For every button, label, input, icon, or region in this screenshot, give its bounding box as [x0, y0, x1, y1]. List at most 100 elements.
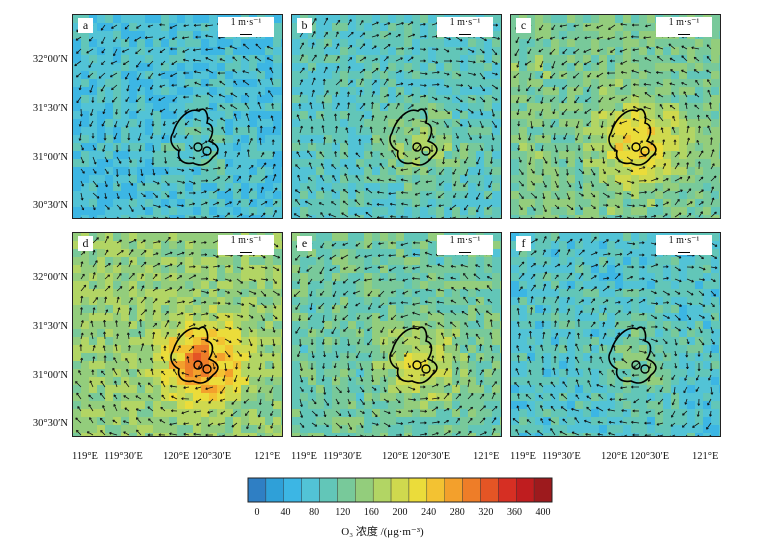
o3-cell [687, 191, 695, 199]
wind-arrowhead [118, 273, 122, 276]
o3-cell [484, 103, 492, 111]
o3-cell [265, 281, 273, 289]
wind-arrowhead [388, 192, 391, 196]
wind-vector [104, 180, 108, 188]
wind-arrowhead [150, 87, 153, 90]
o3-cell [476, 87, 484, 95]
wind-vector [706, 114, 712, 122]
wind-vector [236, 278, 243, 284]
o3-cell [273, 207, 281, 215]
o3-cell [81, 409, 89, 417]
o3-cell [81, 79, 89, 87]
o3-cell [73, 23, 81, 31]
wind-vector [431, 60, 438, 64]
o3-cell [436, 95, 444, 103]
wind-arrowhead [410, 128, 414, 131]
wind-arrowhead [476, 209, 479, 213]
o3-cell [273, 417, 281, 425]
wind-vector [224, 265, 231, 268]
o3-cell [145, 329, 153, 337]
o3-cell [567, 55, 575, 63]
o3-cell [292, 167, 300, 175]
wind-arrowhead [448, 37, 451, 41]
o3-cell [647, 23, 655, 31]
wind-arrowhead [530, 148, 534, 152]
o3-cell [129, 167, 137, 175]
o3-cell [105, 175, 113, 183]
o3-cell [177, 297, 185, 305]
o3-cell [129, 135, 137, 143]
o3-cell [105, 15, 113, 23]
o3-cell [201, 135, 209, 143]
o3-cell [543, 151, 551, 159]
wind-arrowhead [203, 324, 207, 328]
o3-cell [551, 31, 559, 39]
wind-vector [200, 190, 207, 194]
wind-arrowhead [365, 211, 369, 215]
o3-cell [316, 159, 324, 167]
o3-cell [105, 345, 113, 353]
o3-cell [484, 167, 492, 175]
wind-arrowhead [249, 343, 253, 347]
o3-cell [492, 23, 500, 31]
wind-vector [601, 120, 604, 128]
o3-cell [388, 23, 396, 31]
o3-cell [177, 31, 185, 39]
wind-vector [417, 216, 421, 218]
o3-cell [257, 305, 265, 313]
o3-cell [615, 191, 623, 199]
wind-vector [467, 60, 476, 63]
o3-cell [428, 79, 436, 87]
o3-cell [396, 103, 404, 111]
wind-arrowhead [90, 113, 93, 116]
wind-vector [92, 168, 97, 174]
wind-vector [248, 174, 252, 182]
wind-vector [632, 94, 640, 98]
o3-cell [484, 63, 492, 71]
o3-cell [404, 31, 412, 39]
o3-cell [209, 313, 217, 321]
wind-vector [530, 144, 533, 152]
o3-cell [97, 199, 105, 207]
o3-cell [551, 63, 559, 71]
wind-arrowhead [370, 101, 374, 105]
o3-cell [551, 79, 559, 87]
o3-cell [89, 345, 97, 353]
o3-cell [177, 401, 185, 409]
o3-cell [535, 111, 543, 119]
o3-cell [153, 119, 161, 127]
o3-cell [177, 175, 185, 183]
o3-cell [356, 79, 364, 87]
o3-cell [332, 39, 340, 47]
o3-cell [265, 273, 273, 281]
o3-cell [281, 289, 282, 297]
o3-cell [452, 119, 460, 127]
o3-cell [193, 241, 201, 249]
o3-cell [500, 119, 501, 127]
wind-vector [323, 66, 328, 74]
o3-cell [671, 63, 679, 71]
wind-arrowhead [447, 111, 451, 115]
o3-cell [364, 127, 372, 135]
wind-arrowhead [480, 112, 484, 116]
o3-cell [81, 417, 89, 425]
o3-cell [444, 175, 452, 183]
o3-cell [599, 23, 607, 31]
o3-cell [671, 47, 679, 55]
o3-cell [599, 159, 607, 167]
wind-arrowhead [449, 207, 453, 211]
wind-arrowhead [538, 49, 542, 53]
wind-vector [407, 118, 415, 122]
o3-cell [623, 111, 631, 119]
wind-vector [549, 48, 556, 55]
o3-cell [145, 241, 153, 249]
wind-arrowhead [335, 91, 339, 95]
o3-cell [388, 167, 396, 175]
wind-vector [401, 203, 409, 206]
o3-cell [177, 337, 185, 345]
o3-cell [324, 135, 332, 143]
o3-cell [460, 215, 468, 218]
o3-cell [324, 199, 332, 207]
wind-vector [242, 80, 250, 86]
wind-arrowhead [184, 136, 188, 139]
